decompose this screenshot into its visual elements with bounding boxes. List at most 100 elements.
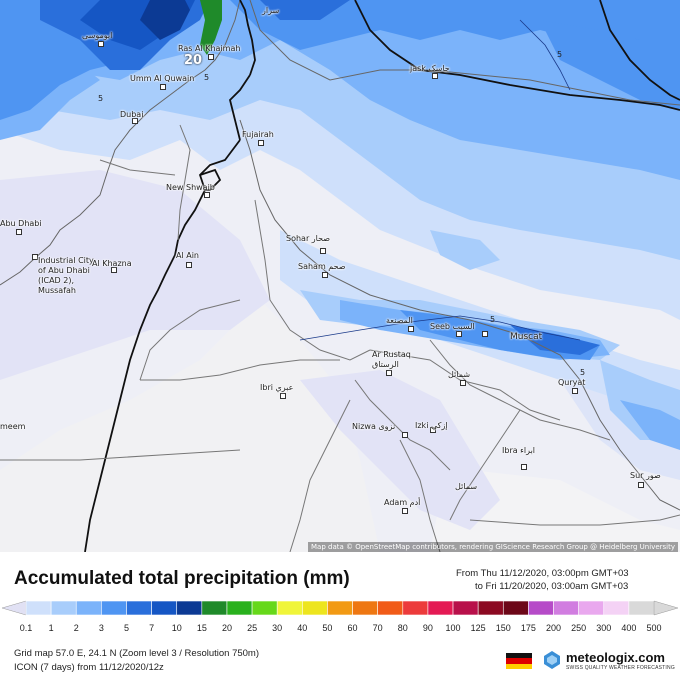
city-label: Umm Al Quwain <box>130 74 195 83</box>
city-label: jask جاسک <box>410 64 450 73</box>
legend-tick-label: 80 <box>397 623 408 633</box>
meteologix-logo[interactable]: meteologix.com <box>566 650 665 665</box>
city-label: Sohar صحار <box>286 234 331 243</box>
contour-label: 5 <box>204 73 210 82</box>
city-label: ابوموسى <box>82 31 113 40</box>
legend-swatch <box>151 600 178 616</box>
legend-tick-label: 400 <box>621 623 637 633</box>
legend-swatch <box>528 600 554 616</box>
legend-arrow-left <box>1 600 27 616</box>
city-label: سرار <box>262 6 280 15</box>
city-label: Izki إزكي <box>415 421 448 430</box>
city-label: Ar Rustaq الرستاق <box>372 350 411 369</box>
city-label: Sur صور <box>630 471 661 480</box>
legend-tick-label: 10 <box>171 623 182 633</box>
city-marker <box>386 370 392 376</box>
contour-label: 5 <box>98 94 104 103</box>
city-label: Ras Al Khaimah <box>178 44 241 53</box>
legend-swatch <box>578 600 605 616</box>
grid-info: Grid map 57.0 E, 24.1 N (Zoom level 3 / … <box>14 648 260 659</box>
legend-swatch <box>352 600 378 616</box>
city-marker <box>482 331 488 337</box>
city-marker <box>32 254 38 260</box>
city-label: Al Khazna <box>92 259 132 268</box>
legend-footer: Accumulated total precipitation (mm) Fro… <box>0 552 680 680</box>
max-value-label: 20 <box>184 53 203 68</box>
city-label: meem <box>0 422 26 431</box>
city-marker <box>572 388 578 394</box>
legend-swatch <box>603 600 630 616</box>
city-label: Abu Dhabi <box>0 219 42 228</box>
legend-tick-label: 50 <box>322 623 333 633</box>
city-marker <box>132 118 138 124</box>
legend-swatch <box>201 600 228 616</box>
legend-tick-label: 5 <box>123 623 129 633</box>
city-marker <box>456 331 462 337</box>
city-marker <box>204 192 210 198</box>
legend-swatch <box>226 600 253 616</box>
city-label: Adam أدم <box>384 498 421 507</box>
legend-tick-label: 150 <box>495 623 511 633</box>
city-label: Nizwa نزوى <box>352 422 396 431</box>
legend-swatch <box>276 600 303 616</box>
city-label: Quryat <box>558 378 586 387</box>
city-marker <box>638 482 644 488</box>
legend-tick-label: 300 <box>596 623 612 633</box>
legend-tick-label: 90 <box>422 623 433 633</box>
city-label: Seeb السيب <box>430 322 475 331</box>
color-scale-labels: 0.1 1 2 3 5 7 10 15 20 25 30 40 50 60 70 80 90 100 125 150 1… <box>0 623 680 635</box>
legend-swatch <box>327 600 353 616</box>
legend-tick-label: 60 <box>347 623 358 633</box>
city-marker <box>430 427 436 433</box>
legend-tick-label: 30 <box>272 623 283 633</box>
period-from: From Thu 11/12/2020, 03:00pm GMT+03 <box>456 568 629 579</box>
legend-tick-label: 500 <box>646 623 662 633</box>
city-marker <box>322 272 328 278</box>
legend-swatch <box>427 600 454 616</box>
city-marker <box>402 432 408 438</box>
legend-tick-label: 15 <box>196 623 207 633</box>
contour-label: 5 <box>580 368 586 377</box>
legend-swatch <box>477 600 504 616</box>
city-label: المصنعة <box>386 316 413 325</box>
legend-arrow-right <box>653 600 679 616</box>
precipitation-map[interactable]: ابوموسى Ras Al Khaimah Umm Al Quwain Dub… <box>0 0 680 552</box>
city-marker <box>258 140 264 146</box>
map-canvas <box>0 0 680 552</box>
legend-tick-label: 100 <box>445 623 461 633</box>
city-label: Dubai <box>120 110 144 119</box>
city-label: Ibri عبري <box>260 383 294 392</box>
germany-flag-icon <box>506 653 532 669</box>
map-title: Accumulated total precipitation (mm) <box>14 568 350 589</box>
legend-tick-label: 70 <box>372 623 383 633</box>
legend-tick-label: 40 <box>297 623 308 633</box>
contour-label: 5 <box>490 315 496 324</box>
city-marker <box>280 393 286 399</box>
city-marker <box>460 380 466 386</box>
city-marker <box>402 508 408 514</box>
legend-tick-label: 20 <box>221 623 232 633</box>
legend-swatch <box>50 600 77 616</box>
color-scale-bar <box>1 600 679 616</box>
city-label: شمائل <box>448 370 471 379</box>
city-marker <box>208 54 214 60</box>
legend-swatch <box>25 600 52 616</box>
city-label: Industrial City of Abu Dhabi (ICAD 2), M… <box>38 256 94 295</box>
model-info: ICON (7 days) from 11/12/2020/12z <box>14 662 164 673</box>
legend-swatch <box>302 600 328 616</box>
legend-tick-label: 0.1 <box>19 623 33 633</box>
meteologix-logo-icon <box>544 651 560 669</box>
legend-swatch <box>402 600 429 616</box>
city-marker <box>16 229 22 235</box>
city-marker <box>98 41 104 47</box>
city-marker <box>408 326 414 332</box>
legend-tick-label: 175 <box>520 623 536 633</box>
period-to: to Fri 11/20/2020, 03:00am GMT+03 <box>475 581 629 592</box>
city-marker <box>521 464 527 470</box>
city-label: Fujairah <box>242 130 274 139</box>
legend-tick-label: 7 <box>149 623 155 633</box>
legend-tick-label: 1 <box>48 623 54 633</box>
legend-swatch <box>75 600 102 616</box>
legend-tick-label: 2 <box>73 623 79 633</box>
legend-swatch <box>628 600 655 616</box>
